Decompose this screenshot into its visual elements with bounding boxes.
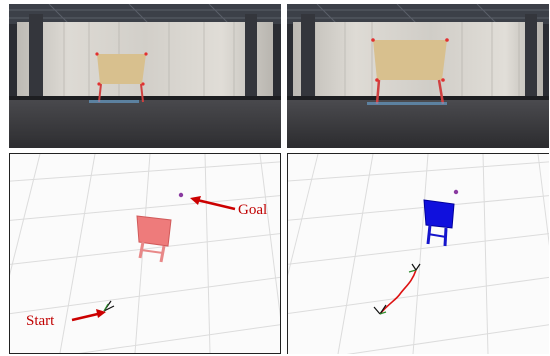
sim-panel-right — [287, 153, 549, 354]
executed-trajectory — [379, 269, 417, 315]
camera-photo-right — [287, 4, 549, 148]
left-pillar — [29, 14, 43, 104]
goal-marker — [178, 192, 184, 198]
right-pillar — [245, 14, 257, 104]
end-axes-icon — [408, 263, 421, 273]
goal-marker — [453, 189, 459, 195]
board-result — [423, 199, 455, 247]
start-label: Start — [26, 313, 55, 329]
start-arrow — [71, 309, 106, 322]
ground-grid — [288, 154, 549, 354]
floor — [9, 98, 281, 148]
left-pillar — [301, 14, 315, 104]
ceiling-truss — [287, 4, 549, 24]
whiteboard-near — [371, 38, 449, 105]
goal-arrow — [190, 196, 236, 211]
start-axes-icon — [103, 300, 115, 312]
floor — [287, 98, 549, 148]
sim-panel-left: Goal Start — [9, 153, 281, 354]
camera-scene-right — [287, 4, 549, 148]
camera-scene-left — [9, 4, 281, 148]
sim-render-right — [288, 154, 549, 354]
ceiling-truss — [9, 4, 281, 24]
goal-label: Goal — [238, 202, 267, 218]
ground-grid — [10, 154, 280, 353]
board-ghost — [136, 215, 172, 263]
sim-render-left: Goal Start — [10, 154, 280, 353]
camera-photo-left — [9, 4, 281, 148]
start-axes-icon — [373, 304, 387, 315]
right-pillar — [525, 14, 537, 104]
whiteboard-far — [95, 52, 148, 103]
